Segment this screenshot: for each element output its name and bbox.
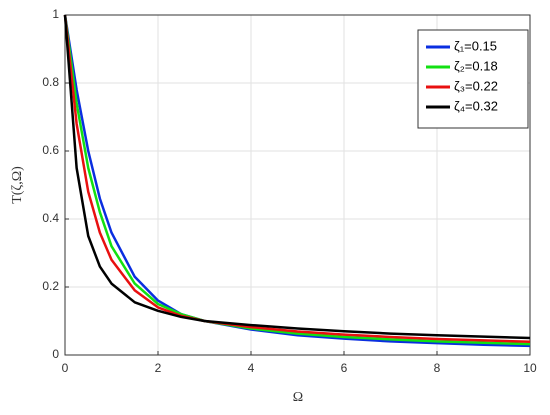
legend-label: ζ₂=0.18 [454, 58, 498, 73]
y-tick-label: 0 [52, 347, 59, 361]
legend-label: ζ₃=0.22 [454, 78, 498, 93]
legend: ζ₁=0.15 ζ₂=0.18 ζ₃=0.22 ζ₄=0.32 [417, 29, 529, 129]
x-tick-label: 4 [248, 361, 255, 375]
legend-label: ζ₁=0.15 [454, 38, 497, 53]
y-tick-label: 1 [52, 7, 59, 21]
series-line [63, 14, 531, 340]
x-axis-label: Ω [293, 390, 303, 405]
x-tick-label: 6 [341, 361, 348, 375]
x-tick-label: 0 [62, 361, 69, 375]
y-tick-label: 0.6 [42, 143, 59, 157]
x-tick-label: 8 [434, 361, 441, 375]
y-tick-label: 0.8 [42, 75, 59, 89]
y-axis-label: T(ζ,Ω) [10, 166, 25, 204]
x-tick-label: 10 [523, 361, 537, 375]
y-tick-label: 0.4 [42, 211, 59, 225]
x-tick-label: 2 [155, 361, 162, 375]
legend-label: ζ₄=0.32 [454, 98, 498, 113]
plot-frame [64, 14, 531, 356]
y-tick-label: 0.2 [42, 279, 59, 293]
